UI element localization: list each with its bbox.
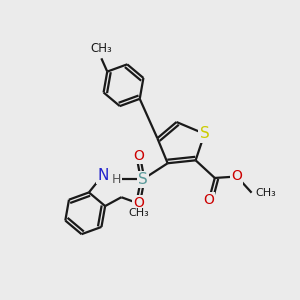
Text: N: N [97, 167, 109, 182]
Text: CH₃: CH₃ [255, 188, 276, 198]
Text: S: S [200, 126, 209, 141]
Text: O: O [203, 193, 214, 207]
Text: S: S [138, 172, 148, 187]
Text: O: O [231, 169, 242, 184]
Text: CH₃: CH₃ [91, 42, 112, 56]
Text: CH₃: CH₃ [129, 208, 149, 218]
Text: H: H [112, 173, 121, 186]
Text: O: O [133, 149, 144, 163]
Text: O: O [133, 196, 144, 210]
